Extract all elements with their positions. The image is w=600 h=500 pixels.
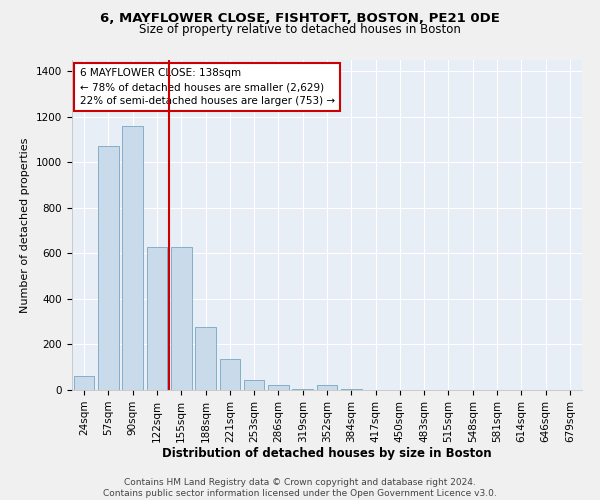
- Bar: [317, 385, 337, 390]
- Text: 6 MAYFLOWER CLOSE: 138sqm
← 78% of detached houses are smaller (2,629)
22% of se: 6 MAYFLOWER CLOSE: 138sqm ← 78% of detac…: [80, 68, 335, 106]
- Text: 6, MAYFLOWER CLOSE, FISHTOFT, BOSTON, PE21 0DE: 6, MAYFLOWER CLOSE, FISHTOFT, BOSTON, PE…: [100, 12, 500, 26]
- Y-axis label: Number of detached properties: Number of detached properties: [20, 138, 31, 312]
- Bar: [220, 358, 240, 390]
- Bar: [244, 380, 265, 390]
- Bar: [146, 246, 167, 390]
- Bar: [98, 146, 119, 390]
- Bar: [292, 389, 313, 390]
- Text: Contains HM Land Registry data © Crown copyright and database right 2024.
Contai: Contains HM Land Registry data © Crown c…: [103, 478, 497, 498]
- Bar: [74, 376, 94, 390]
- Bar: [195, 328, 216, 390]
- Bar: [268, 385, 289, 390]
- Bar: [122, 126, 143, 390]
- X-axis label: Distribution of detached houses by size in Boston: Distribution of detached houses by size …: [162, 448, 492, 460]
- Text: Size of property relative to detached houses in Boston: Size of property relative to detached ho…: [139, 22, 461, 36]
- Bar: [171, 246, 191, 390]
- Bar: [341, 389, 362, 390]
